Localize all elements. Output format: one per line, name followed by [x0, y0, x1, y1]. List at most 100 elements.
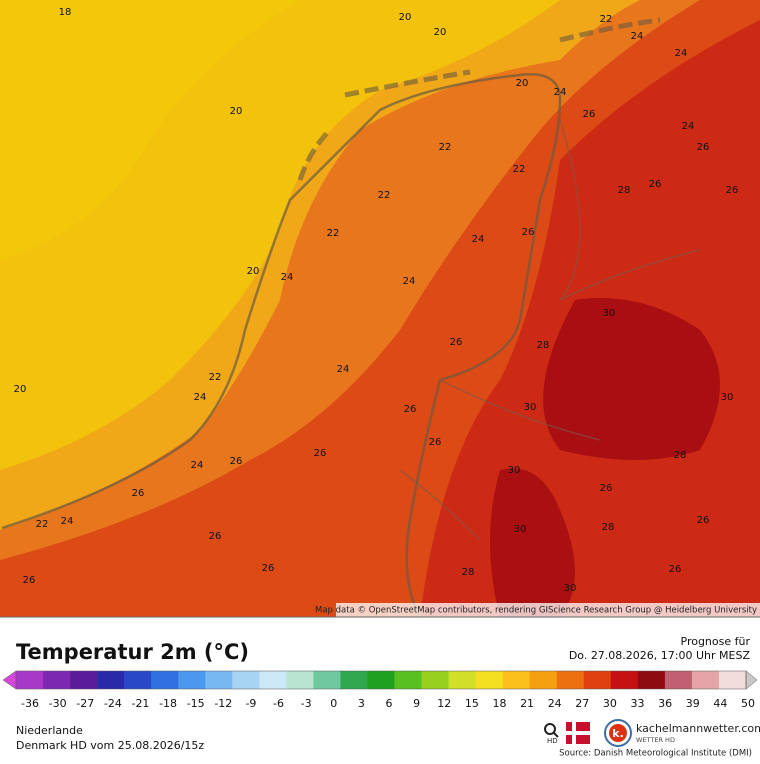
hot-core-south: [490, 468, 575, 617]
contour-label: 22: [378, 190, 391, 201]
scale-cell: [313, 671, 341, 689]
contour-label: 28: [537, 340, 550, 351]
scale-tick-label: -9: [245, 697, 256, 710]
scale-tick-label: -24: [104, 697, 122, 710]
scale-tick-label: 15: [465, 697, 479, 710]
contour-label: 24: [682, 121, 695, 132]
contour-label: 30: [514, 524, 527, 535]
attribution: Map data © OpenStreetMap contributors, r…: [315, 606, 757, 616]
scale-cell: [529, 671, 558, 689]
sea-cold: [0, 0, 300, 260]
scale-tick-label: 33: [631, 697, 645, 710]
hot-core: [543, 298, 720, 460]
logo: [609, 724, 627, 742]
contour-label: 26: [23, 575, 36, 586]
forecast-label: Prognose für: [681, 635, 751, 648]
scale-cell: [97, 671, 125, 689]
scale-tick-label: 21: [520, 697, 534, 710]
model-run: Denmark HD vom 25.08.2026/15z: [16, 739, 204, 752]
contour-label: 26: [132, 488, 145, 499]
scale-tick-label: 39: [686, 697, 700, 710]
contour-label: 24: [194, 392, 207, 403]
scale-tick-label: -6: [273, 697, 284, 710]
scale-tick-label: 50: [741, 697, 755, 710]
scale-cell: [16, 671, 44, 689]
scale-frame: [15, 670, 747, 690]
flag-cross-h: [566, 731, 590, 735]
scale-tick-label: 44: [713, 697, 727, 710]
brand-sub: WETTER HD: [636, 736, 675, 744]
contour-label: 30: [564, 583, 577, 594]
scale-tick-label: -21: [131, 697, 149, 710]
scale-cell: [205, 671, 233, 689]
contour-label: 20: [399, 12, 412, 23]
scale-tick-label: 0: [330, 697, 337, 710]
scale-cell: [583, 671, 612, 689]
contour-label: 22: [36, 519, 49, 530]
logo-k: k.: [612, 727, 624, 740]
contour-label: 26: [583, 109, 596, 120]
scale-cell: [637, 671, 666, 689]
contour-label: 26: [450, 337, 463, 348]
scale-cell: [151, 671, 179, 689]
contour-label: 30: [721, 392, 734, 403]
contour-label: 28: [618, 185, 631, 196]
brand: kachelmannwetter.com: [636, 722, 760, 735]
contour-label: 20: [230, 106, 243, 117]
contour-label: 24: [281, 272, 294, 283]
contour-label: 24: [554, 87, 567, 98]
contour-label: 26: [209, 531, 222, 542]
contour-label: 26: [649, 179, 662, 190]
contour-label: 28: [602, 522, 615, 533]
contour-label: 28: [462, 567, 475, 578]
scale-tick-label: 18: [492, 697, 506, 710]
scale-cell: [556, 671, 585, 689]
region: Niederlande: [16, 724, 83, 737]
coastline: [1, 73, 562, 618]
islands: [297, 17, 661, 181]
scale-arrow-right: [745, 670, 758, 690]
attribution-bg: [336, 603, 760, 617]
contour-label: 22: [209, 372, 222, 383]
scale-cell: [367, 671, 395, 689]
scale-cell: [475, 671, 503, 689]
scale-tick-label: -36: [21, 697, 39, 710]
scale-tick-label: -27: [76, 697, 94, 710]
scale-tick-label: 12: [437, 697, 451, 710]
search-icon[interactable]: [544, 723, 556, 735]
contour-label: 26: [230, 456, 243, 467]
scale-tick-label: 36: [658, 697, 672, 710]
contour-label: 26: [522, 227, 535, 238]
contour-label: 20: [247, 266, 260, 277]
hd-label: HD: [547, 737, 558, 745]
contour-label: 26: [697, 515, 710, 526]
contour-label: 24: [337, 364, 350, 375]
scale-cell: [421, 671, 449, 689]
scale-arrow-left: [2, 670, 17, 690]
contour-label: 22: [600, 14, 613, 25]
scale-cell: [394, 671, 422, 689]
contour-label: 26: [669, 564, 682, 575]
contour-label: 26: [697, 142, 710, 153]
scale-cell: [448, 671, 476, 689]
scale-cell: [124, 671, 152, 689]
contour-label: 24: [675, 48, 688, 59]
contour-label: 24: [61, 516, 74, 527]
scale-tick-label: -30: [49, 697, 67, 710]
contour-label: 24: [403, 276, 416, 287]
map: Map data © OpenStreetMap contributors, r…: [0, 0, 760, 618]
contour-label: 20: [516, 78, 529, 89]
search-icon-handle: [553, 732, 559, 738]
contour-label: 24: [191, 460, 204, 471]
source: Source: Danish Meteorological Institute …: [559, 749, 752, 759]
scale-tick-label: 30: [603, 697, 617, 710]
scale-tick-label: -12: [214, 697, 232, 710]
contour-label: 20: [14, 384, 27, 395]
legend-panel: Temperatur 2m (°C) Prognose für Do. 27.0…: [2, 635, 760, 759]
contour-label: 22: [513, 164, 526, 175]
scale-tick-label: -15: [187, 697, 205, 710]
contour-label: 30: [524, 402, 537, 413]
contour-label: 30: [603, 308, 616, 319]
